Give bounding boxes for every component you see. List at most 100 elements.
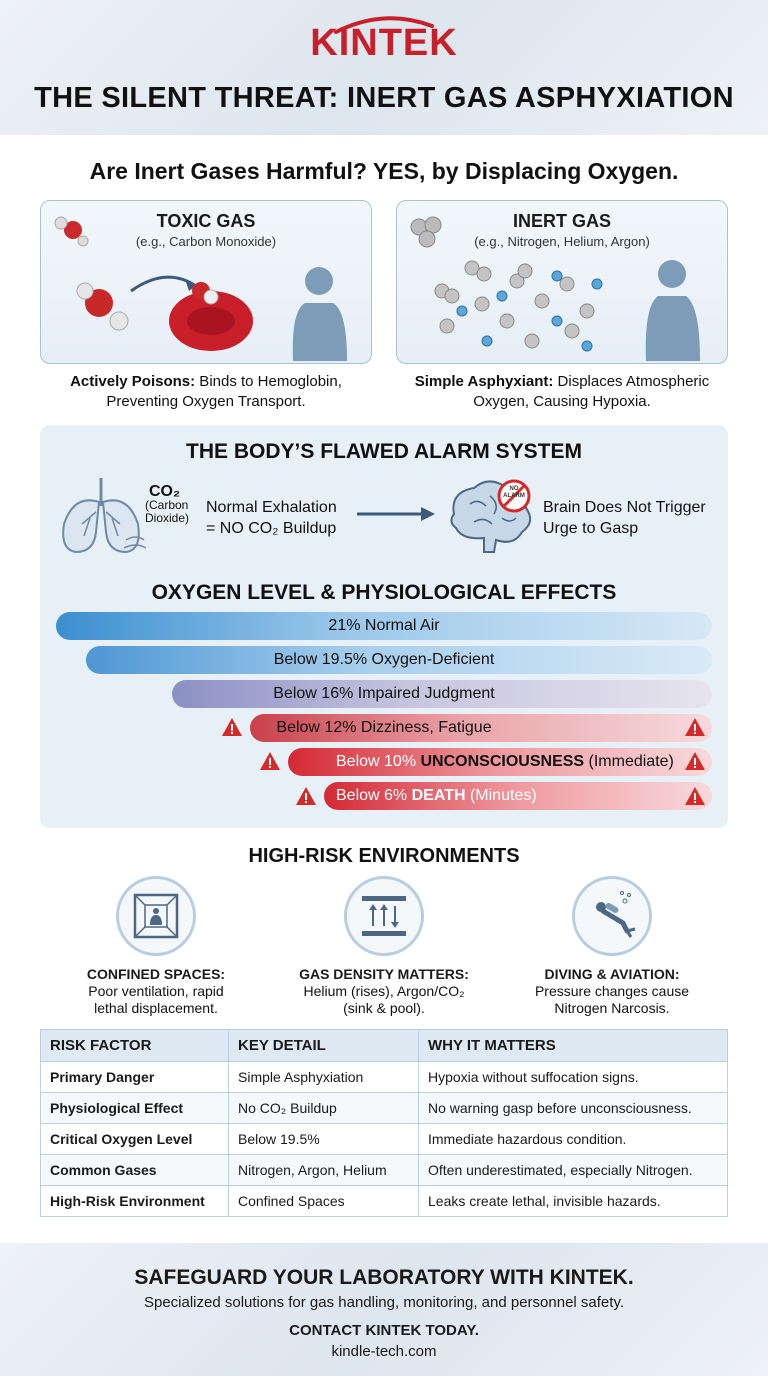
- diver-icon: [572, 876, 652, 956]
- co2-line: Dioxide): [145, 511, 190, 525]
- table-cell: Primary Danger: [40, 1061, 229, 1093]
- caption-line: Displaces Atmospheric: [553, 373, 710, 390]
- toxic-gas-card: TOXIC GAS (e.g., Carbon Monoxide): [40, 200, 372, 364]
- table-row: High-Risk Environment Confined Spaces Le…: [40, 1185, 728, 1217]
- oxygen-level-label: Below 6% DEATH (Minutes): [336, 782, 537, 810]
- oxygen-level-label: 21% Normal Air: [56, 612, 712, 640]
- table-cell: Simple Asphyxiation: [228, 1061, 419, 1093]
- table-cell: Leaks create lethal, invisible hazards.: [418, 1185, 728, 1217]
- brain-text: Brain Does Not Trigger Urge to Gasp: [543, 497, 706, 539]
- level-text: Below 6%: [336, 787, 412, 804]
- logo-arc-icon: [334, 16, 434, 34]
- gas-molecules-icon: [434, 260, 700, 361]
- caption-bold: Simple Asphyxiant:: [414, 373, 554, 390]
- inert-atoms-icon: [410, 216, 442, 248]
- brain-no-alarm-icon: [450, 479, 532, 553]
- warning-icon: [296, 787, 316, 805]
- table-cell: Common Gases: [40, 1154, 229, 1186]
- oxygen-level-bar: Below 12% Dizziness, Fatigue: [250, 714, 712, 742]
- level-text: Below 12% Dizziness, Fatigue: [276, 719, 492, 736]
- exhale-line: = NO CO₂ Buildup: [206, 520, 337, 537]
- table-row: Common Gases Nitrogen, Argon, Helium Oft…: [40, 1154, 728, 1186]
- table-cell: Critical Oxygen Level: [40, 1123, 229, 1155]
- column-header: WHY IT MATTERS: [418, 1029, 728, 1062]
- no-alarm-line: NO: [509, 486, 519, 492]
- header-banner: [0, 0, 768, 135]
- oxygen-level-label: Below 10% UNCONSCIOUSNESS (Immediate): [336, 748, 674, 776]
- inert-gas-caption: Simple Asphyxiant: Displaces Atmospheric…: [396, 372, 728, 412]
- environments-title: HIGH-RISK ENVIRONMENTS: [248, 845, 520, 867]
- confined-space-icon: [116, 876, 196, 956]
- env-title: CONFINED SPACES:: [86, 966, 226, 982]
- caption-line: Oxygen, Causing Hypoxia.: [473, 393, 651, 410]
- no-alarm-line: ALARM: [503, 493, 525, 499]
- arrow-right-icon: [357, 507, 435, 521]
- table-row: Primary Danger Simple Asphyxiation Hypox…: [40, 1061, 728, 1093]
- env-line: Helium (rises), Argon/CO₂: [303, 983, 465, 999]
- warning-icon: [685, 752, 705, 770]
- risk-table: RISK FACTOR KEY DETAIL WHY IT MATTERS Pr…: [40, 1029, 728, 1217]
- env-text: Pressure changes cause Nitrogen Narcosis.: [496, 983, 728, 1017]
- card-title: INERT GAS: [512, 211, 611, 231]
- exhalation-text: Normal Exhalation = NO CO₂ Buildup: [206, 497, 337, 539]
- co2-label: CO₂: [149, 483, 181, 500]
- table-cell: Nitrogen, Argon, Helium: [228, 1154, 419, 1186]
- warning-icon: [685, 787, 705, 805]
- level-text: Below 19.5% Oxygen-Deficient: [273, 651, 495, 668]
- level-text: (Minutes): [465, 787, 537, 804]
- oxygen-level-bar: Below 6% DEATH (Minutes): [324, 782, 712, 810]
- warning-icon: [222, 718, 242, 736]
- footer-headline: SAFEGUARD YOUR LABORATORY WITH KINTEK.: [134, 1266, 634, 1289]
- gas-density-icon: [344, 876, 424, 956]
- column-header: KEY DETAIL: [228, 1029, 419, 1062]
- oxygen-level-bar: Below 19.5% Oxygen-Deficient: [86, 646, 712, 674]
- table-row: Critical Oxygen Level Below 19.5% Immedi…: [40, 1123, 728, 1155]
- caption-line: Binds to Hemoglobin,: [195, 373, 342, 390]
- warning-icon: [685, 718, 705, 736]
- oxygen-level-label: Below 12% Dizziness, Fatigue: [56, 714, 712, 742]
- co2-full-name: (Carbon Dioxide): [145, 499, 189, 525]
- oxygen-level-bar: 21% Normal Air: [56, 612, 712, 640]
- brain-line: Urge to Gasp: [543, 520, 639, 537]
- level-emphasis: UNCONSCIOUSNESS: [420, 753, 585, 770]
- alarm-section-title: THE BODY’S FLAWED ALARM SYSTEM: [186, 440, 582, 463]
- website-link[interactable]: kindle-tech.com: [331, 1343, 437, 1360]
- level-text: (Immediate): [584, 753, 674, 770]
- page-subtitle: Are Inert Gases Harmful? YES, by Displac…: [89, 158, 679, 184]
- oxygen-level-bar: Below 10% UNCONSCIOUSNESS (Immediate): [288, 748, 712, 776]
- env-line: (sink & pool).: [343, 1000, 425, 1016]
- caption-line: Preventing Oxygen Transport.: [106, 393, 306, 410]
- level-emphasis: DEATH: [411, 787, 466, 804]
- inert-gas-card: INERT GAS (e.g., Nitrogen, Helium, Argon…: [396, 200, 728, 364]
- contact-cta[interactable]: CONTACT KINTEK TODAY.: [289, 1322, 479, 1339]
- table-cell: No CO₂ Buildup: [228, 1092, 419, 1124]
- warning-icon: [260, 752, 280, 770]
- env-text: Poor ventilation, rapid lethal displaceme…: [40, 983, 272, 1017]
- env-line: Nitrogen Narcosis.: [554, 1000, 670, 1016]
- env-title: GAS DENSITY MATTERS:: [299, 966, 469, 982]
- table-cell: Physiological Effect: [40, 1092, 229, 1124]
- lungs-icon: [62, 478, 146, 554]
- table-cell: Immediate hazardous condition.: [418, 1123, 728, 1155]
- table-cell: Confined Spaces: [228, 1185, 419, 1217]
- table-cell: High-Risk Environment: [40, 1185, 229, 1217]
- card-subtitle: (e.g., Nitrogen, Helium, Argon): [474, 234, 650, 249]
- level-text: Below 10%: [336, 753, 421, 770]
- toxic-gas-caption: Actively Poisons: Binds to Hemoglobin, P…: [40, 372, 372, 412]
- level-text: Below 16% Impaired Judgment: [273, 685, 495, 702]
- brain-line: Brain Does Not Trigger: [543, 499, 706, 516]
- env-line: Pressure changes cause: [534, 983, 690, 999]
- table-cell: Often underestimated, especially Nitroge…: [418, 1154, 728, 1186]
- oxygen-level-bar: Below 16% Impaired Judgment: [172, 680, 712, 708]
- env-text: Helium (rises), Argon/CO₂ (sink & pool).: [268, 983, 500, 1017]
- env-line: Poor ventilation, rapid: [88, 983, 224, 999]
- brand-logo: KINTEK: [310, 22, 458, 64]
- footer-tagline: Specialized solutions for gas handling, …: [143, 1294, 624, 1311]
- table-row: Physiological Effect No CO₂ Buildup No w…: [40, 1092, 728, 1124]
- level-text: 21% Normal Air: [328, 617, 440, 634]
- no-alarm-label: NO ALARM: [500, 486, 528, 500]
- page-title: THE SILENT THREAT: INERT GAS ASPHYXIATIO…: [34, 82, 734, 114]
- env-title: DIVING & AVIATION:: [544, 966, 680, 982]
- column-header: RISK FACTOR: [40, 1029, 229, 1062]
- card-title: TOXIC GAS: [156, 211, 256, 231]
